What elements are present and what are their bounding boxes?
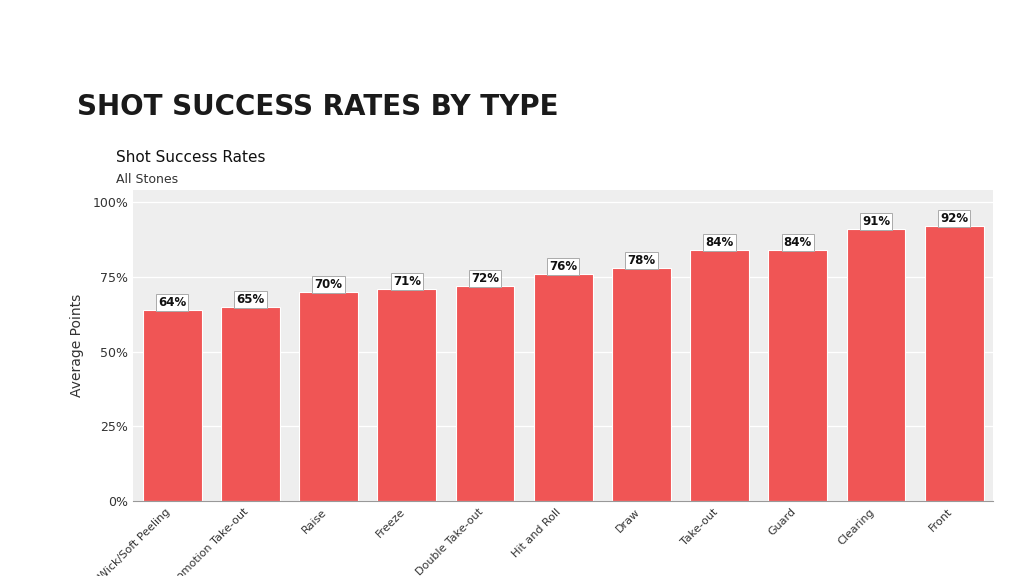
Text: 64%: 64% [158, 296, 186, 309]
Text: Shot Success Rates: Shot Success Rates [116, 150, 265, 165]
Bar [925, 226, 983, 501]
Bar [534, 274, 593, 501]
Text: All Stones: All Stones [116, 173, 178, 186]
Bar [768, 250, 827, 501]
Bar [221, 307, 280, 501]
Text: SHOT SUCCESS RATES BY TYPE: SHOT SUCCESS RATES BY TYPE [77, 93, 558, 120]
Bar [612, 268, 671, 501]
Bar [299, 292, 358, 501]
Y-axis label: Average Points: Average Points [70, 294, 84, 397]
Text: 70%: 70% [314, 278, 343, 291]
Text: 71%: 71% [393, 275, 421, 288]
Bar [847, 229, 905, 501]
Text: 84%: 84% [706, 236, 734, 249]
Text: 76%: 76% [549, 260, 578, 273]
Text: 92%: 92% [940, 212, 969, 225]
Bar [690, 250, 749, 501]
Text: 91%: 91% [862, 215, 890, 228]
Text: 72%: 72% [471, 272, 499, 285]
Bar [143, 310, 202, 501]
Text: 78%: 78% [628, 254, 655, 267]
Text: 84%: 84% [783, 236, 812, 249]
Text: 65%: 65% [237, 293, 264, 306]
Bar [456, 286, 514, 501]
Bar [378, 289, 436, 501]
